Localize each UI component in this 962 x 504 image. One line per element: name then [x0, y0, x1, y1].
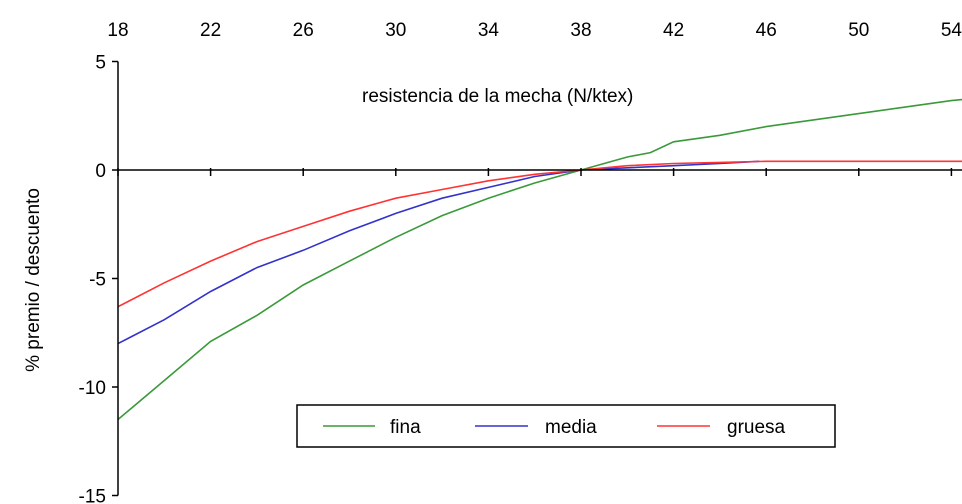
y-axis-title: % premio / descuento [23, 188, 44, 372]
legend: fina media gruesa [296, 404, 836, 448]
legend-box [296, 404, 836, 448]
x-axis-title: resistencia de la mecha (N/ktex) [362, 86, 633, 107]
y-tick-label--5: -5 [89, 270, 106, 291]
x-tick-label-30: 30 [385, 20, 406, 41]
x-tick-label-50: 50 [848, 20, 869, 41]
y-tick-label-5: 5 [95, 53, 106, 74]
x-tick-label-54: 54 [941, 20, 962, 41]
x-tick-label-46: 46 [756, 20, 777, 41]
series-line-gruesa [117, 160, 962, 308]
y-axis-ticks: 5 0 -5 -10 -15 [79, 53, 118, 504]
x-tick-label-26: 26 [293, 20, 314, 41]
x-tick-label-18: 18 [107, 20, 128, 41]
x-axis-ticks: 18 22 26 30 34 38 42 46 50 54 [107, 20, 962, 176]
x-tick-label-38: 38 [570, 20, 591, 41]
legend-label-fina: fina [390, 417, 421, 438]
y-tick-label-0: 0 [95, 161, 106, 182]
y-tick-label--10: -10 [79, 378, 106, 399]
series-line-media [117, 160, 760, 345]
x-tick-label-42: 42 [663, 20, 684, 41]
x-tick-label-34: 34 [478, 20, 500, 41]
series-line-fina [117, 98, 962, 421]
plot-area [117, 98, 962, 421]
x-tick-label-22: 22 [200, 20, 221, 41]
legend-label-media: media [545, 417, 597, 438]
legend-label-gruesa: gruesa [727, 417, 786, 438]
y-tick-label--15: -15 [79, 487, 106, 504]
